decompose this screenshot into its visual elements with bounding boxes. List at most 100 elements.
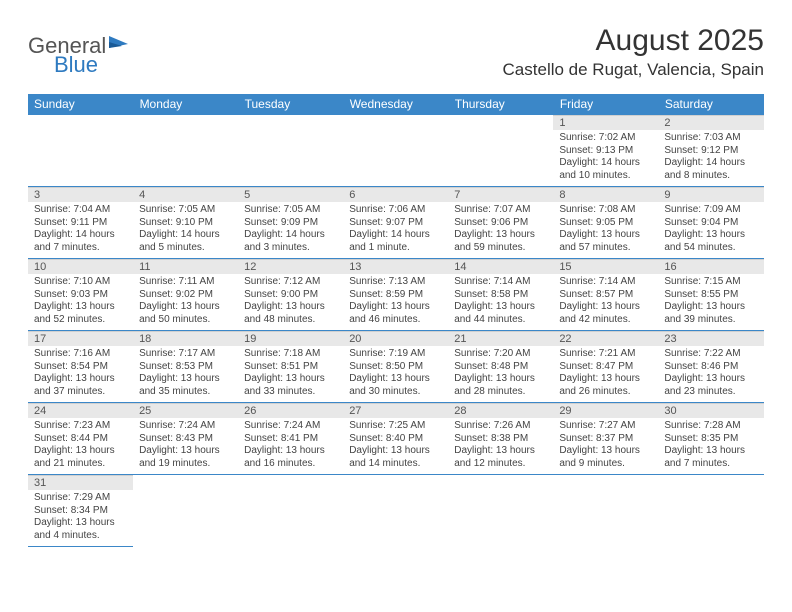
- day-number: 4: [133, 187, 238, 202]
- day-details: Sunrise: 7:21 AMSunset: 8:47 PMDaylight:…: [553, 346, 658, 402]
- day-number: 14: [448, 259, 553, 274]
- calendar-week: 10Sunrise: 7:10 AMSunset: 9:03 PMDayligh…: [28, 259, 764, 331]
- daylight-text: Daylight: 13 hours and 26 minutes.: [559, 373, 652, 398]
- calendar-cell: 22Sunrise: 7:21 AMSunset: 8:47 PMDayligh…: [553, 331, 658, 403]
- sunrise-text: Sunrise: 7:14 AM: [454, 276, 547, 289]
- sunrise-text: Sunrise: 7:12 AM: [244, 276, 337, 289]
- calendar-cell: 18Sunrise: 7:17 AMSunset: 8:53 PMDayligh…: [133, 331, 238, 403]
- calendar-cell: 8Sunrise: 7:08 AMSunset: 9:05 PMDaylight…: [553, 187, 658, 259]
- sunrise-text: Sunrise: 7:02 AM: [559, 132, 652, 145]
- day-number: 26: [238, 403, 343, 418]
- day-header: Monday: [133, 94, 238, 115]
- sunset-text: Sunset: 8:35 PM: [664, 433, 757, 446]
- day-header: Friday: [553, 94, 658, 115]
- calendar-cell: [238, 475, 343, 547]
- day-number: 19: [238, 331, 343, 346]
- day-details: Sunrise: 7:04 AMSunset: 9:11 PMDaylight:…: [28, 202, 133, 258]
- calendar-cell: 26Sunrise: 7:24 AMSunset: 8:41 PMDayligh…: [238, 403, 343, 475]
- day-details: Sunrise: 7:15 AMSunset: 8:55 PMDaylight:…: [658, 274, 763, 330]
- calendar-cell: 14Sunrise: 7:14 AMSunset: 8:58 PMDayligh…: [448, 259, 553, 331]
- sunset-text: Sunset: 8:40 PM: [349, 433, 442, 446]
- calendar-cell: 19Sunrise: 7:18 AMSunset: 8:51 PMDayligh…: [238, 331, 343, 403]
- calendar-cell: 24Sunrise: 7:23 AMSunset: 8:44 PMDayligh…: [28, 403, 133, 475]
- day-number: 3: [28, 187, 133, 202]
- day-number: 2: [658, 115, 763, 130]
- daylight-text: Daylight: 13 hours and 33 minutes.: [244, 373, 337, 398]
- calendar-cell: 9Sunrise: 7:09 AMSunset: 9:04 PMDaylight…: [658, 187, 763, 259]
- daylight-text: Daylight: 14 hours and 1 minute.: [349, 229, 442, 254]
- day-number: 24: [28, 403, 133, 418]
- day-details: Sunrise: 7:27 AMSunset: 8:37 PMDaylight:…: [553, 418, 658, 474]
- calendar-cell: 30Sunrise: 7:28 AMSunset: 8:35 PMDayligh…: [658, 403, 763, 475]
- sunset-text: Sunset: 9:02 PM: [139, 289, 232, 302]
- calendar-cell: [28, 115, 133, 187]
- sunset-text: Sunset: 9:06 PM: [454, 217, 547, 230]
- day-details: Sunrise: 7:25 AMSunset: 8:40 PMDaylight:…: [343, 418, 448, 474]
- sunset-text: Sunset: 8:58 PM: [454, 289, 547, 302]
- calendar-cell: 2Sunrise: 7:03 AMSunset: 9:12 PMDaylight…: [658, 115, 763, 187]
- calendar-cell: [553, 475, 658, 547]
- calendar-cell: 15Sunrise: 7:14 AMSunset: 8:57 PMDayligh…: [553, 259, 658, 331]
- day-number: 18: [133, 331, 238, 346]
- day-details: Sunrise: 7:10 AMSunset: 9:03 PMDaylight:…: [28, 274, 133, 330]
- day-details: Sunrise: 7:14 AMSunset: 8:58 PMDaylight:…: [448, 274, 553, 330]
- day-number: 1: [553, 115, 658, 130]
- sunset-text: Sunset: 9:05 PM: [559, 217, 652, 230]
- sunset-text: Sunset: 9:03 PM: [34, 289, 127, 302]
- daylight-text: Daylight: 13 hours and 54 minutes.: [664, 229, 757, 254]
- day-number: 27: [343, 403, 448, 418]
- daylight-text: Daylight: 13 hours and 48 minutes.: [244, 301, 337, 326]
- day-details: Sunrise: 7:24 AMSunset: 8:41 PMDaylight:…: [238, 418, 343, 474]
- day-details: Sunrise: 7:05 AMSunset: 9:09 PMDaylight:…: [238, 202, 343, 258]
- daylight-text: Daylight: 13 hours and 28 minutes.: [454, 373, 547, 398]
- daylight-text: Daylight: 13 hours and 19 minutes.: [139, 445, 232, 470]
- day-details: Sunrise: 7:28 AMSunset: 8:35 PMDaylight:…: [658, 418, 763, 474]
- calendar-week: 31Sunrise: 7:29 AMSunset: 8:34 PMDayligh…: [28, 475, 764, 547]
- calendar-cell: 6Sunrise: 7:06 AMSunset: 9:07 PMDaylight…: [343, 187, 448, 259]
- day-number: 17: [28, 331, 133, 346]
- daylight-text: Daylight: 14 hours and 7 minutes.: [34, 229, 127, 254]
- sunset-text: Sunset: 8:46 PM: [664, 361, 757, 374]
- sunrise-text: Sunrise: 7:06 AM: [349, 204, 442, 217]
- day-number: 21: [448, 331, 553, 346]
- location: Castello de Rugat, Valencia, Spain: [503, 60, 764, 80]
- sunset-text: Sunset: 9:13 PM: [559, 145, 652, 158]
- sunrise-text: Sunrise: 7:24 AM: [139, 420, 232, 433]
- day-details: Sunrise: 7:23 AMSunset: 8:44 PMDaylight:…: [28, 418, 133, 474]
- daylight-text: Daylight: 13 hours and 12 minutes.: [454, 445, 547, 470]
- calendar-cell: 29Sunrise: 7:27 AMSunset: 8:37 PMDayligh…: [553, 403, 658, 475]
- day-header-row: Sunday Monday Tuesday Wednesday Thursday…: [28, 94, 764, 115]
- calendar-cell: [133, 115, 238, 187]
- sunset-text: Sunset: 8:37 PM: [559, 433, 652, 446]
- sunrise-text: Sunrise: 7:18 AM: [244, 348, 337, 361]
- day-details: Sunrise: 7:05 AMSunset: 9:10 PMDaylight:…: [133, 202, 238, 258]
- daylight-text: Daylight: 13 hours and 14 minutes.: [349, 445, 442, 470]
- calendar-cell: 21Sunrise: 7:20 AMSunset: 8:48 PMDayligh…: [448, 331, 553, 403]
- sunrise-text: Sunrise: 7:14 AM: [559, 276, 652, 289]
- day-details: Sunrise: 7:26 AMSunset: 8:38 PMDaylight:…: [448, 418, 553, 474]
- calendar-cell: 27Sunrise: 7:25 AMSunset: 8:40 PMDayligh…: [343, 403, 448, 475]
- flag-icon: [108, 30, 130, 56]
- sunset-text: Sunset: 8:38 PM: [454, 433, 547, 446]
- day-details: Sunrise: 7:16 AMSunset: 8:54 PMDaylight:…: [28, 346, 133, 402]
- calendar-cell: 31Sunrise: 7:29 AMSunset: 8:34 PMDayligh…: [28, 475, 133, 547]
- calendar-cell: 12Sunrise: 7:12 AMSunset: 9:00 PMDayligh…: [238, 259, 343, 331]
- sunset-text: Sunset: 8:50 PM: [349, 361, 442, 374]
- day-details: Sunrise: 7:14 AMSunset: 8:57 PMDaylight:…: [553, 274, 658, 330]
- calendar-week: 1 Sunrise: 7:02 AMSunset: 9:13 PM Daylight…: [28, 115, 764, 187]
- daylight-text: Daylight: 14 hours and 8 minutes.: [664, 157, 757, 182]
- sunset-text: Sunset: 8:43 PM: [139, 433, 232, 446]
- calendar-cell: 17Sunrise: 7:16 AMSunset: 8:54 PMDayligh…: [28, 331, 133, 403]
- daylight-text: Daylight: 13 hours and 21 minutes.: [34, 445, 127, 470]
- sunrise-text: Sunrise: 7:27 AM: [559, 420, 652, 433]
- daylight-text: Daylight: 13 hours and 37 minutes.: [34, 373, 127, 398]
- sunrise-text: Sunrise: 7:28 AM: [664, 420, 757, 433]
- sunrise-text: Sunrise: 7:09 AM: [664, 204, 757, 217]
- day-number: 15: [553, 259, 658, 274]
- day-number: 6: [343, 187, 448, 202]
- calendar-cell: [448, 475, 553, 547]
- calendar-cell: 3Sunrise: 7:04 AMSunset: 9:11 PMDaylight…: [28, 187, 133, 259]
- calendar-week: 24Sunrise: 7:23 AMSunset: 8:44 PMDayligh…: [28, 403, 764, 475]
- sunrise-text: Sunrise: 7:04 AM: [34, 204, 127, 217]
- sunrise-text: Sunrise: 7:17 AM: [139, 348, 232, 361]
